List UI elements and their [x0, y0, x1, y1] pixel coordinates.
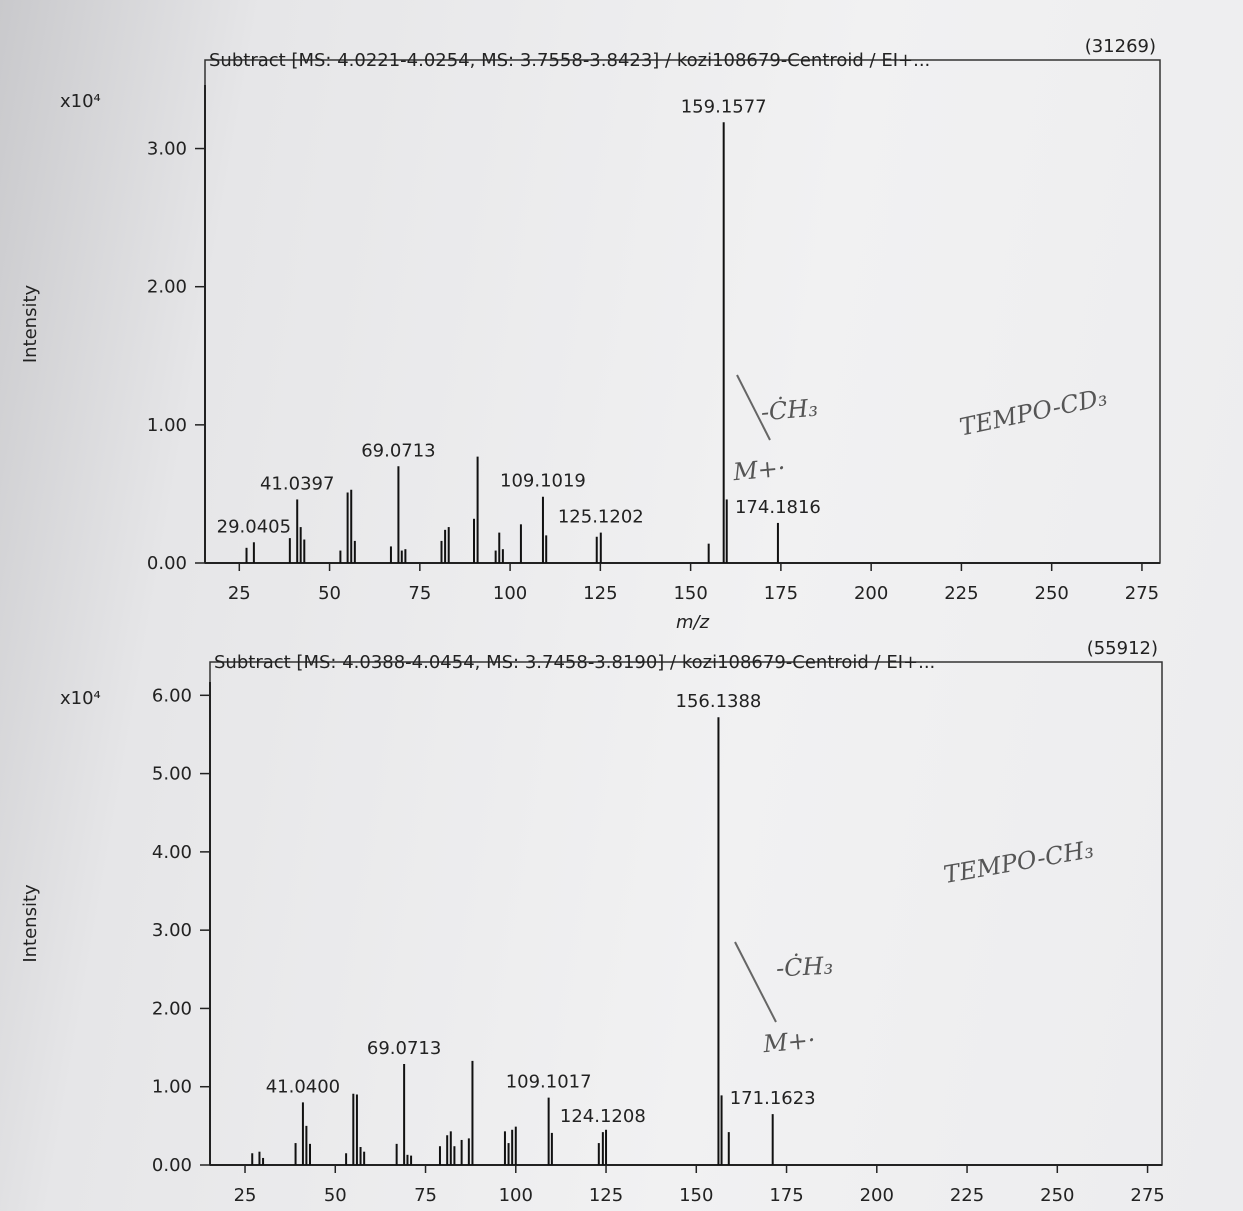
y-tick-label: 2.00 [147, 277, 187, 298]
x-tick-label: 125 [583, 583, 617, 604]
y-tick-label: 1.00 [152, 1077, 192, 1098]
plot-frame [204, 59, 1161, 564]
x-tick-label: 175 [764, 583, 798, 604]
chart-title: Subtract [MS: 4.0221-4.0254, MS: 3.7558-… [209, 50, 930, 71]
annotation: (31269) [1085, 36, 1156, 57]
x-tick-label: 250 [1035, 583, 1069, 604]
x-tick-label: 150 [679, 1185, 713, 1206]
x-tick-label: 200 [854, 583, 888, 604]
x-tick-label: 225 [944, 583, 978, 604]
peak-label: 125.1202 [558, 507, 644, 528]
chart-title: Subtract [MS: 4.0388-4.0454, MS: 3.7458-… [214, 652, 935, 673]
peak-label: 41.0397 [260, 473, 334, 494]
peak-label: 171.1623 [730, 1088, 816, 1109]
x-tick-label: 100 [499, 1185, 533, 1206]
x-tick-label: 25 [228, 583, 251, 604]
peak-label: 69.0713 [361, 440, 435, 461]
y-tick-label: 1.00 [147, 415, 187, 436]
y-tick-label: 4.00 [152, 842, 192, 863]
multiplier: x10⁴ [60, 91, 101, 112]
y-tick-label: 3.00 [147, 139, 187, 160]
handwritten-note: M+· [761, 1026, 817, 1059]
y-tick-label: 5.00 [152, 764, 192, 785]
handwritten-note: TEMPO-CH₃ [941, 835, 1095, 889]
x-tick-label: 275 [1130, 1185, 1164, 1206]
y-tick-label: 2.00 [152, 998, 192, 1019]
multiplier: x10⁴ [60, 688, 101, 709]
peak-label: 109.1017 [506, 1072, 592, 1093]
peak-label: 124.1208 [560, 1106, 646, 1127]
peak-label: 109.1019 [500, 471, 586, 492]
handwritten-note: M+· [731, 454, 787, 487]
handwritten-note: -ĊH₃ [775, 951, 833, 983]
hand-stroke [734, 941, 777, 1023]
peak-label: 29.0405 [217, 516, 291, 537]
plot-frame [209, 661, 1163, 1166]
peak-label: 41.0400 [266, 1076, 340, 1097]
x-tick-label: 225 [950, 1185, 984, 1206]
peak-label: 69.0713 [367, 1038, 441, 1059]
peak-label: 174.1816 [735, 497, 821, 518]
y-axis-label: Intensity [20, 284, 41, 363]
annotation: (55912) [1087, 638, 1158, 659]
y-tick-label: 0.00 [147, 553, 187, 574]
x-tick-label: 200 [860, 1185, 894, 1206]
x-tick-label: 175 [769, 1185, 803, 1206]
y-tick-label: 6.00 [152, 685, 192, 706]
x-tick-label: 75 [414, 1185, 437, 1206]
y-tick-label: 0.00 [152, 1155, 192, 1176]
x-tick-label: 50 [324, 1185, 347, 1206]
hand-stroke [736, 374, 771, 441]
handwritten-note: TEMPO-CD₃ [957, 383, 1110, 442]
peak-label: 156.1388 [676, 691, 762, 712]
x-tick-label: 100 [493, 583, 527, 604]
y-tick-label: 3.00 [152, 920, 192, 941]
x-tick-label: 150 [673, 583, 707, 604]
x-axis-label: m/z [676, 612, 710, 633]
x-tick-label: 75 [408, 583, 431, 604]
x-tick-label: 50 [318, 583, 341, 604]
x-tick-label: 125 [589, 1185, 623, 1206]
peak-label: 159.1577 [681, 96, 767, 117]
x-tick-label: 250 [1040, 1185, 1074, 1206]
x-tick-label: 25 [234, 1185, 257, 1206]
x-tick-label: 275 [1125, 583, 1159, 604]
handwritten-note: -ĊH₃ [760, 393, 819, 427]
y-axis-label: Intensity [20, 884, 41, 963]
